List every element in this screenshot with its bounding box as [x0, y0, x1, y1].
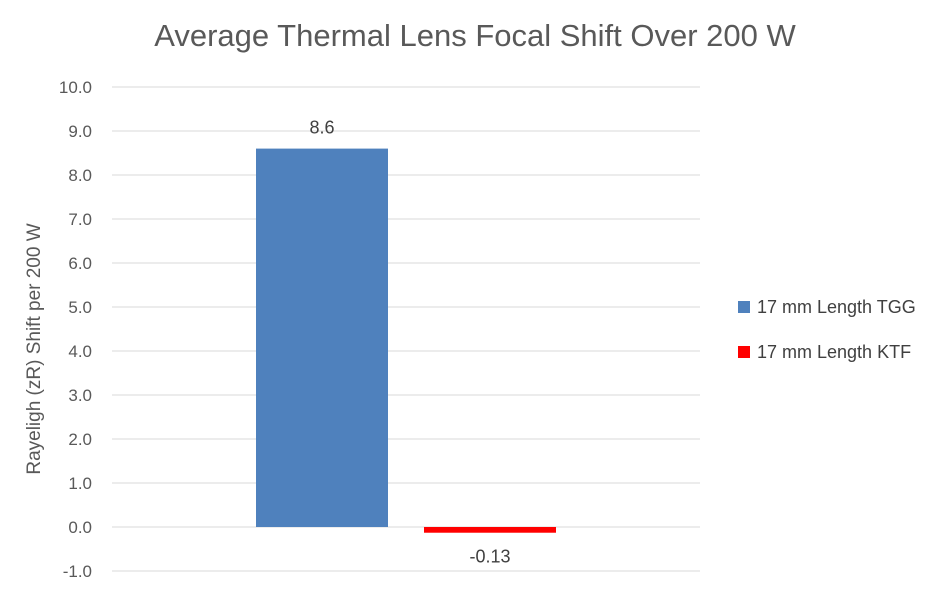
data-labels: 8.6 -0.13	[309, 118, 510, 567]
legend-swatch-tgg	[738, 301, 750, 313]
legend-swatch-ktf	[738, 346, 750, 358]
data-label-ktf: -0.13	[469, 547, 510, 567]
y-tick-label: 8.0	[68, 166, 92, 185]
legend-label-ktf: 17 mm Length KTF	[757, 341, 912, 362]
y-tick-label: 3.0	[68, 386, 92, 405]
y-tick-label: 5.0	[68, 298, 92, 317]
legend-item-tgg: 17 mm Length TGG	[738, 296, 916, 318]
bars	[256, 148, 556, 533]
y-axis-title: Rayeligh (zR) Shift per 200 W	[24, 223, 45, 474]
y-tick-label: -1.0	[63, 562, 92, 581]
y-tick-label: 6.0	[68, 254, 92, 273]
legend: 17 mm Length TGG 17 mm Length KTF	[738, 296, 916, 386]
y-tick-label: 1.0	[68, 474, 92, 493]
legend-item-ktf: 17 mm Length KTF	[738, 341, 916, 363]
bar-tgg	[256, 148, 388, 527]
y-tick-label: 9.0	[68, 122, 92, 141]
y-tick-label: 7.0	[68, 210, 92, 229]
bar-ktf	[424, 527, 556, 533]
chart-title: Average Thermal Lens Focal Shift Over 20…	[154, 18, 796, 53]
y-tick-label: 4.0	[68, 342, 92, 361]
legend-label-tgg: 17 mm Length TGG	[757, 296, 916, 317]
y-tick-label: 10.0	[59, 78, 92, 97]
data-label-tgg: 8.6	[309, 118, 334, 138]
y-tick-labels: -1.0 0.0 1.0 2.0 3.0 4.0 5.0 6.0 7.0 8.0 9.0 10.0	[59, 78, 92, 581]
y-tick-label: 0.0	[68, 518, 92, 537]
gridlines	[112, 86, 700, 572]
y-tick-label: 2.0	[68, 430, 92, 449]
